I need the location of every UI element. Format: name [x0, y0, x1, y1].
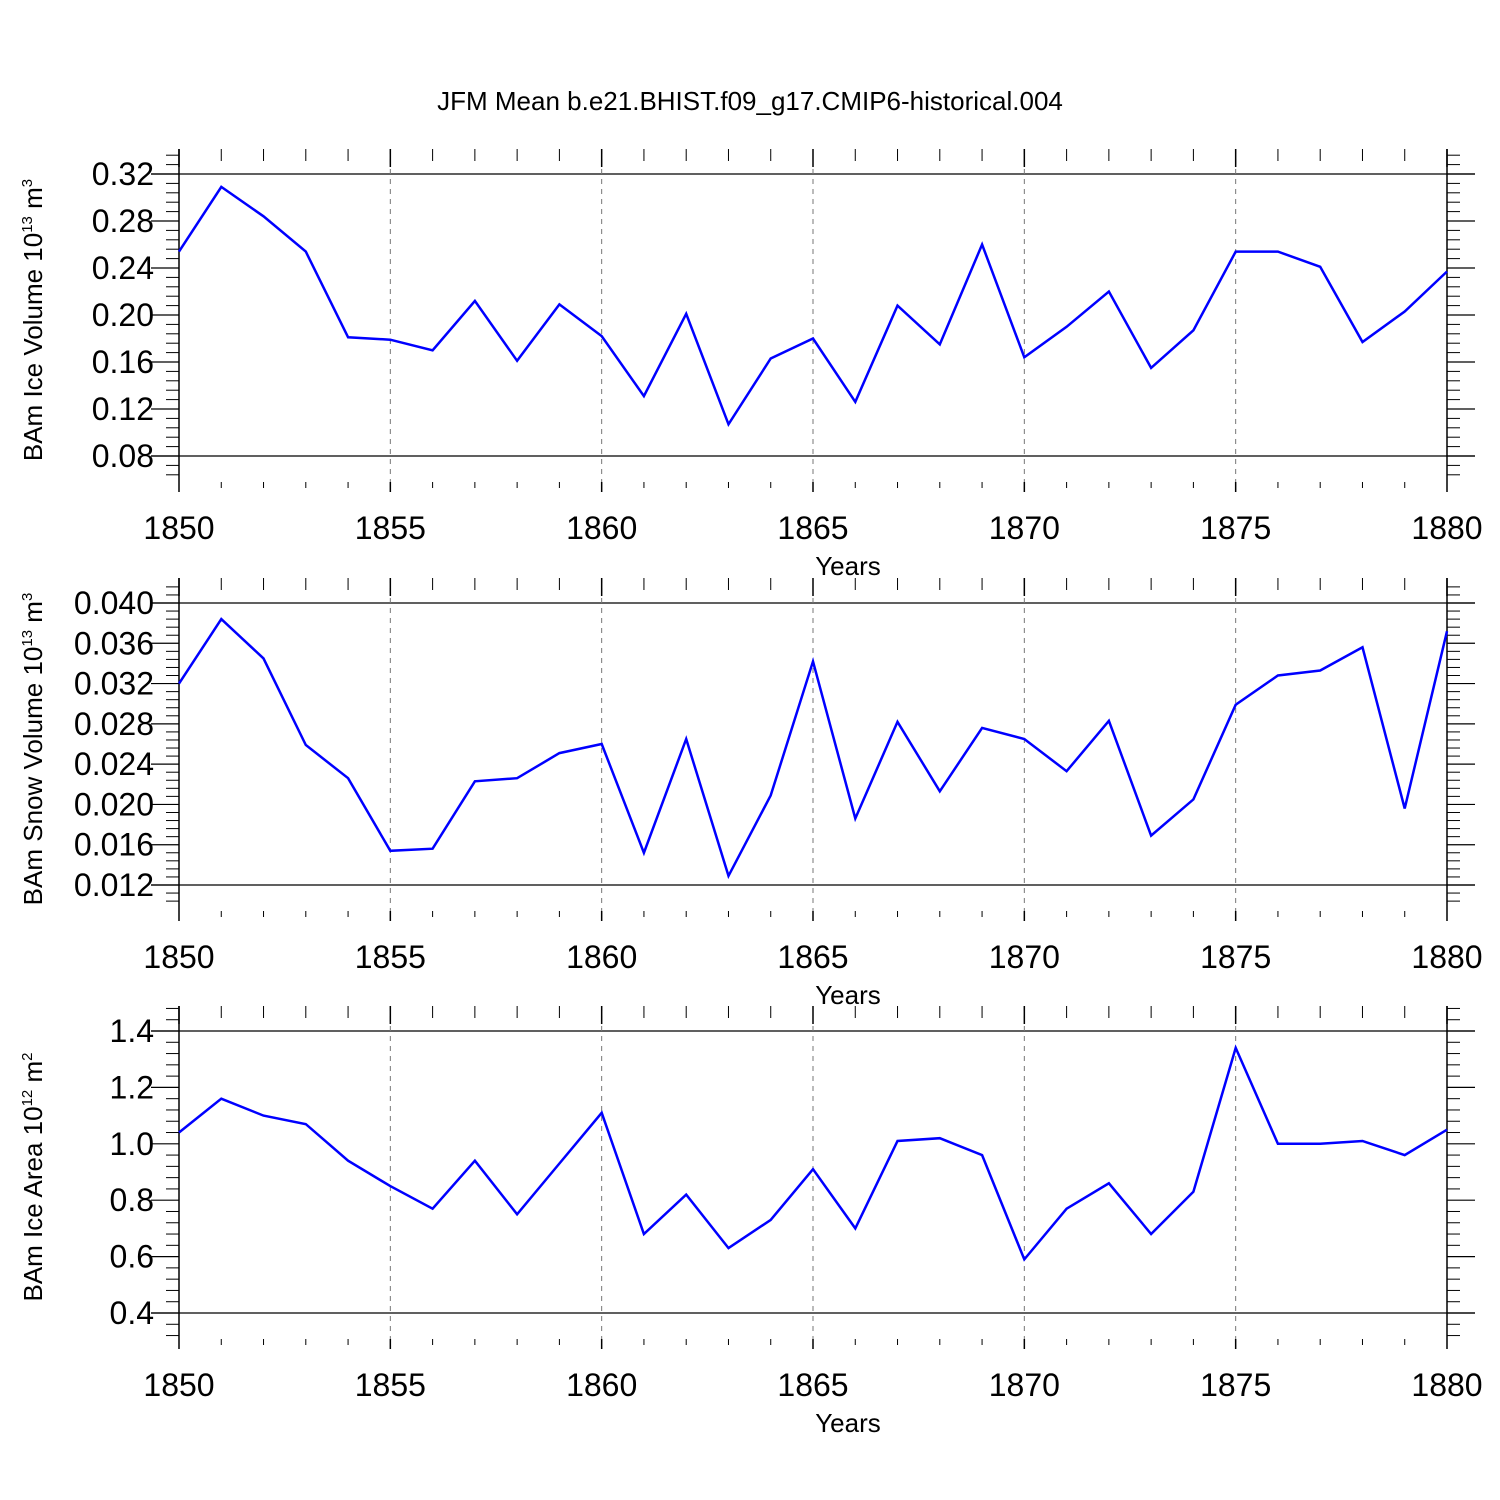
x-tick-label: 1875	[1200, 510, 1271, 546]
x-tick-label: 1850	[143, 1367, 214, 1403]
chart-panel-2: 1850 1855 1860 1865 1870 1875 1880 0.012 0.016 0.…	[18, 578, 1483, 1010]
y-tick-label: 0.028	[74, 706, 154, 742]
y-tick-label: 0.20	[92, 297, 154, 333]
y-tick-label: 1.4	[110, 1013, 154, 1049]
y-tick-label: 0.012	[74, 867, 154, 903]
x-tick-label: 1865	[777, 939, 848, 975]
x-tick-label: 1870	[989, 939, 1060, 975]
x-axis-label: Years	[815, 1408, 881, 1438]
y-tick-label: 0.16	[92, 344, 154, 380]
x-tick-label: 1865	[777, 1367, 848, 1403]
x-tick-label: 1880	[1411, 510, 1482, 546]
x-tick-label: 1875	[1200, 1367, 1271, 1403]
y-tick-label: 0.4	[110, 1295, 154, 1331]
y-axis-label: BAm Ice Area 1012 m2	[18, 1052, 48, 1301]
y-tick-label: 0.08	[92, 438, 154, 474]
x-tick-label: 1850	[143, 939, 214, 975]
x-tick-label: 1880	[1411, 939, 1482, 975]
x-tick-label: 1850	[143, 510, 214, 546]
y-tick-label: 0.032	[74, 666, 154, 702]
chart-panel-1: 1850 1855 1860 1865 1870 1875 1880 0.08 0.12 0.16…	[18, 149, 1483, 581]
chart-panel-3: 1850 1855 1860 1865 1870 1875 1880 0.4 0.6 0.8 1.0…	[18, 1006, 1483, 1438]
series-line-1	[178, 1044, 1448, 1262]
y-tick-label: 0.6	[110, 1239, 154, 1275]
x-tick-label: 1875	[1200, 939, 1271, 975]
x-tick-label: 1870	[989, 510, 1060, 546]
series-line-1	[177, 617, 1449, 880]
y-tick-label: 0.32	[92, 156, 154, 192]
y-tick-label: 0.12	[92, 391, 154, 427]
x-tick-label: 1860	[566, 1367, 637, 1403]
y-axis-label: BAm Snow Volume 1013 m3	[18, 593, 48, 906]
y-tick-label: 0.016	[74, 827, 154, 863]
x-axis-label: Years	[815, 551, 881, 581]
x-tick-label: 1860	[566, 939, 637, 975]
y-tick-label: 1.0	[110, 1126, 154, 1162]
y-tick-label: 0.040	[74, 585, 154, 621]
x-tick-label: 1860	[566, 510, 637, 546]
y-tick-label: 1.2	[110, 1069, 154, 1105]
x-tick-label: 1855	[355, 510, 426, 546]
x-axis-label: Years	[815, 980, 881, 1010]
x-tick-label: 1865	[777, 510, 848, 546]
figure-title: JFM Mean b.e21.BHIST.f09_g17.CMIP6-histo…	[437, 86, 1063, 116]
y-tick-label: 0.28	[92, 203, 154, 239]
x-tick-label: 1870	[989, 1367, 1060, 1403]
y-tick-label: 0.8	[110, 1182, 154, 1218]
x-tick-label: 1855	[355, 1367, 426, 1403]
x-tick-label: 1880	[1411, 1367, 1482, 1403]
y-tick-label: 0.020	[74, 786, 154, 822]
y-axis-label: BAm Ice Volume 1013 m3	[18, 179, 48, 461]
y-tick-label: 0.024	[74, 746, 154, 782]
x-tick-label: 1855	[355, 939, 426, 975]
y-tick-label: 0.24	[92, 250, 154, 286]
y-tick-label: 0.036	[74, 625, 154, 661]
